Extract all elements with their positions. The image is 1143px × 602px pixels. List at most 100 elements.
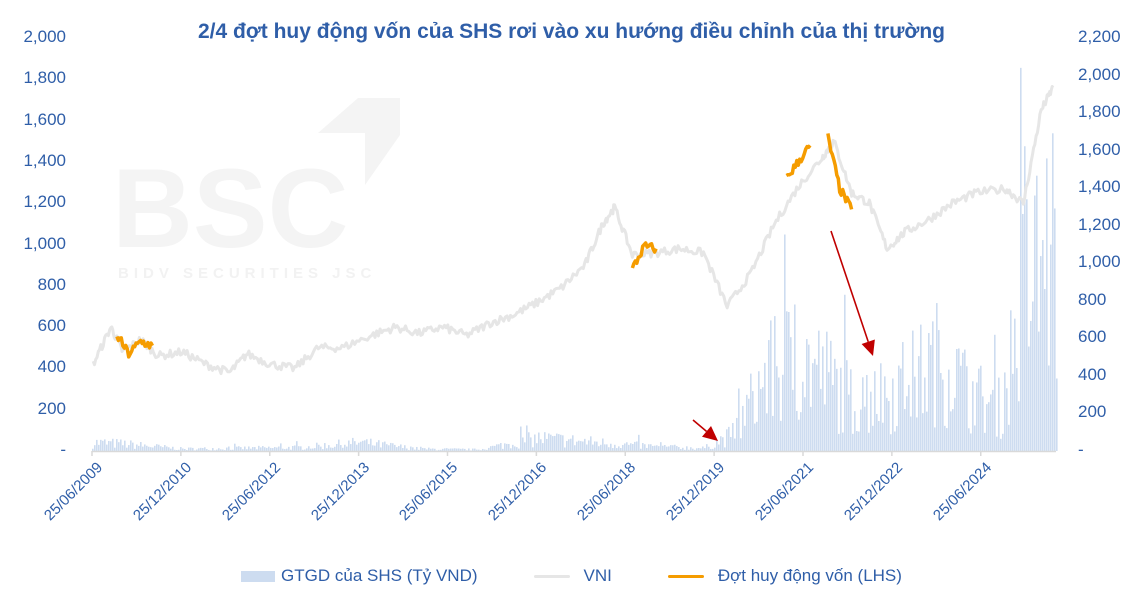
gtgd-bar <box>930 344 932 451</box>
gtgd-bar <box>312 448 314 451</box>
gtgd-bar <box>972 381 974 451</box>
gtgd-bar <box>720 436 722 451</box>
gtgd-bar <box>412 447 414 451</box>
gtgd-bar <box>440 449 442 451</box>
gtgd-bar <box>298 446 300 451</box>
gtgd-bar <box>988 402 990 451</box>
gtgd-bar <box>904 409 906 451</box>
gtgd-bar <box>880 363 882 451</box>
gtgd-bar <box>790 337 792 451</box>
gtgd-bar <box>650 444 652 451</box>
gtgd-bar <box>1042 240 1044 451</box>
right-tick-label: 1,000 <box>1078 252 1121 272</box>
gtgd-bar <box>574 445 576 451</box>
gtgd-bar <box>598 446 600 451</box>
gtgd-bar <box>402 447 404 451</box>
gtgd-bar <box>134 448 136 451</box>
gtgd-bar <box>514 446 516 451</box>
gtgd-bar <box>762 387 764 451</box>
gtgd-bar <box>756 421 758 451</box>
gtgd-bar <box>810 406 812 451</box>
right-tick-label: 1,800 <box>1078 102 1121 122</box>
line-swatch-icon <box>533 574 570 578</box>
gtgd-bar <box>130 440 132 451</box>
gtgd-bar <box>954 397 956 451</box>
gtgd-bar <box>764 362 766 451</box>
gtgd-bar <box>170 448 172 451</box>
gtgd-bar <box>726 429 728 451</box>
gtgd-bar <box>554 435 556 451</box>
gtgd-bar <box>472 448 474 451</box>
gtgd-bar <box>570 438 572 451</box>
gtgd-bar <box>104 439 106 451</box>
gtgd-bar <box>478 449 480 451</box>
gtgd-bar <box>898 365 900 451</box>
gtgd-bar <box>638 434 640 451</box>
gtgd-bar <box>162 447 164 451</box>
gtgd-bar <box>552 436 554 451</box>
gtgd-bar <box>568 439 570 451</box>
gtgd-bar <box>786 311 788 451</box>
gtgd-bar <box>252 447 254 451</box>
gtgd-bar <box>662 445 664 451</box>
gtgd-bar <box>824 404 826 451</box>
gtgd-bar <box>694 449 696 451</box>
gtgd-bar <box>302 449 304 451</box>
gtgd-bar <box>176 450 178 451</box>
gtgd-bar <box>296 441 298 451</box>
gtgd-bar <box>250 448 252 451</box>
gtgd-bar <box>818 330 820 451</box>
gtgd-bar <box>754 423 756 451</box>
gtgd-bar <box>254 447 256 451</box>
gtgd-bar <box>500 443 502 451</box>
gtgd-bar <box>588 440 590 451</box>
gtgd-bar <box>666 446 668 451</box>
gtgd-bar <box>800 412 802 451</box>
gtgd-bar <box>508 444 510 451</box>
chart-title: 2/4 đợt huy động vốn của SHS rơi vào xu … <box>197 20 946 43</box>
gtgd-bar <box>372 445 374 451</box>
gtgd-bar <box>590 436 592 451</box>
gtgd-bar <box>722 437 724 451</box>
gtgd-bar <box>516 447 518 451</box>
gtgd-bar <box>270 447 272 451</box>
gtgd-bar <box>594 441 596 451</box>
gtgd-bar <box>362 440 364 451</box>
gtgd-bar <box>944 425 946 451</box>
gtgd-bar <box>1016 368 1018 451</box>
gtgd-bar <box>1004 372 1006 451</box>
gtgd-bar <box>204 447 206 451</box>
gtgd-bar <box>320 446 322 451</box>
gtgd-bar <box>400 444 402 451</box>
gtgd-bar <box>450 448 452 451</box>
gtgd-bar <box>834 358 836 451</box>
gtgd-bar <box>748 398 750 451</box>
gtgd-bar <box>354 441 356 451</box>
gtgd-bar <box>758 371 760 451</box>
gtgd-bar <box>822 346 824 451</box>
gtgd-bar <box>982 396 984 451</box>
gtgd-bar <box>976 382 978 451</box>
gtgd-bar <box>580 441 582 451</box>
annotation-arrow <box>830 230 869 343</box>
gtgd-bar <box>92 448 94 451</box>
gtgd-bar <box>766 413 768 451</box>
gtgd-bar <box>830 340 832 451</box>
gtgd-bar <box>124 440 126 451</box>
gtgd-bar <box>712 448 714 451</box>
gtgd-bar <box>338 439 340 451</box>
gtgd-bar <box>428 447 430 451</box>
gtgd-bar <box>366 439 368 451</box>
gtgd-bar <box>718 444 720 451</box>
gtgd-bar <box>548 433 550 451</box>
gtgd-bar <box>560 434 562 451</box>
gtgd-bar <box>698 448 700 451</box>
gtgd-bar <box>474 448 476 451</box>
gtgd-bar <box>916 417 918 451</box>
gtgd-bar <box>1056 378 1058 451</box>
legend-item-gtgd: GTGD của SHS (Tỷ VND) <box>241 566 478 586</box>
gtgd-bar <box>948 369 950 451</box>
gtgd-bar <box>544 432 546 451</box>
gtgd-bar <box>446 448 448 451</box>
